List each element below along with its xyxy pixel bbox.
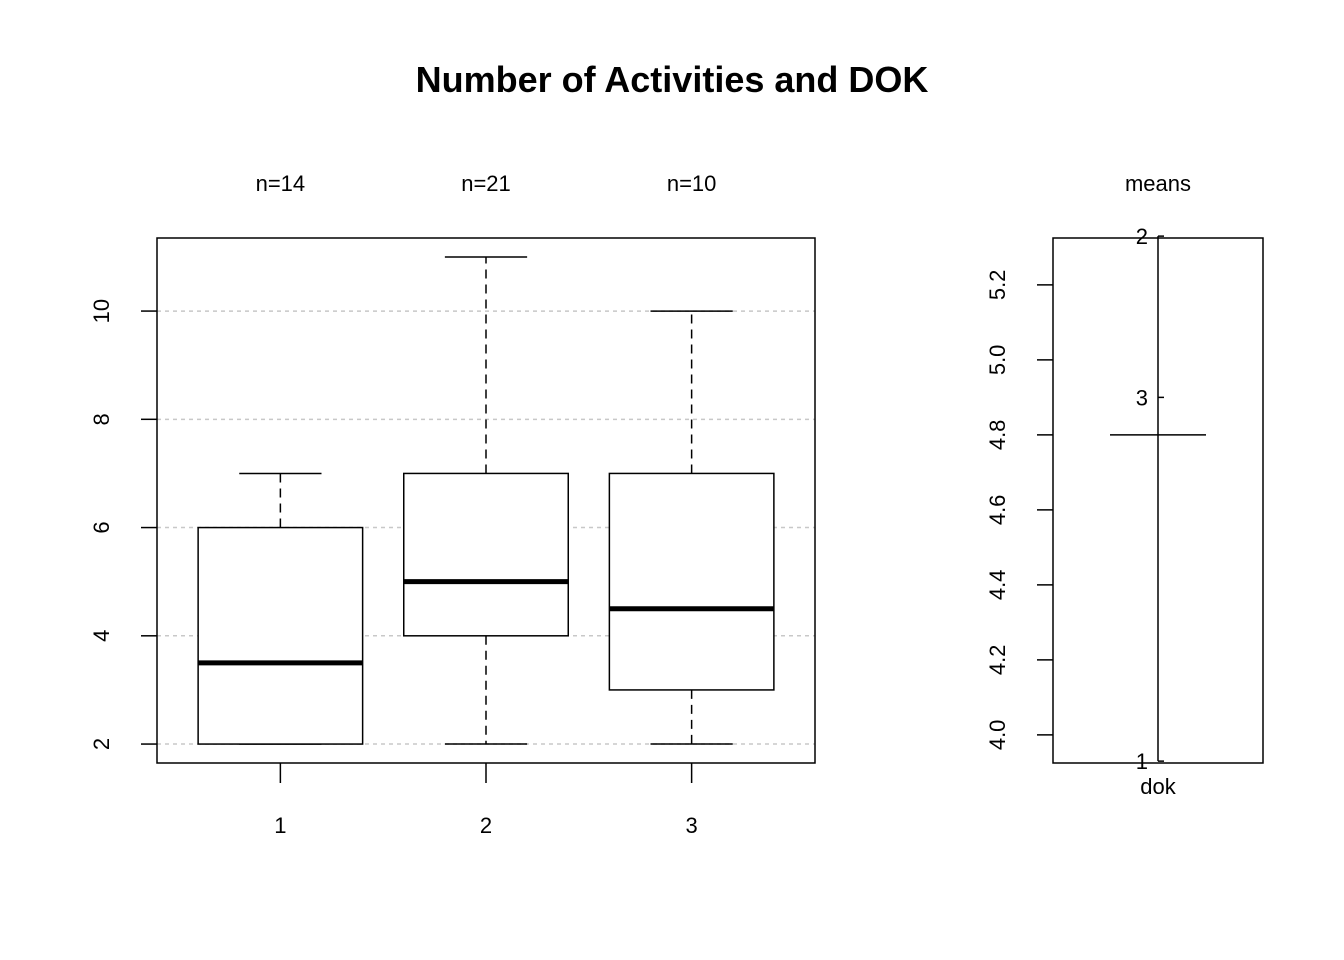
means-y-tick-label: 5.0 <box>985 345 1010 376</box>
means-xlabel: dok <box>1140 774 1176 799</box>
count-label: n=14 <box>256 171 306 196</box>
y-tick-label: 2 <box>89 738 114 750</box>
means-y-axis: 4.0 4.2 4.4 4.6 4.8 5.0 5.2 <box>985 270 1053 751</box>
chart-title: Number of Activities and DOK <box>416 59 929 100</box>
means-y-tick-label: 4.0 <box>985 720 1010 751</box>
y-axis: 2 4 6 8 10 <box>89 299 157 750</box>
y-tick-label: 10 <box>89 299 114 323</box>
y-tick-label: 8 <box>89 413 114 425</box>
means-panel: 4.0 4.2 4.4 4.6 4.8 5.0 5.2 1 2 3 means dok <box>985 171 1264 799</box>
means-marks: 1 2 3 <box>1110 224 1206 774</box>
boxes <box>197 256 775 745</box>
y-tick-label: 4 <box>89 630 114 642</box>
x-tick-label: 2 <box>480 813 492 838</box>
box-iqr <box>608 472 775 691</box>
count-label: n=10 <box>667 171 717 196</box>
group-mean-label: 3 <box>1136 385 1148 410</box>
means-y-tick-label: 4.8 <box>985 420 1010 451</box>
box-iqr <box>197 526 364 745</box>
count-label: n=21 <box>461 171 511 196</box>
box-iqr <box>403 472 569 637</box>
means-y-tick-label: 4.2 <box>985 645 1010 676</box>
y-tick-label: 6 <box>89 521 114 533</box>
group-mean-label: 1 <box>1136 749 1148 774</box>
x-tick-label: 1 <box>274 813 286 838</box>
count-labels: n=14 n=21 n=10 <box>256 171 717 196</box>
x-tick-label: 3 <box>686 813 698 838</box>
means-label: means <box>1125 171 1191 196</box>
means-y-tick-label: 5.2 <box>985 270 1010 301</box>
group-mean-label: 2 <box>1136 224 1148 249</box>
means-y-tick-label: 4.4 <box>985 570 1010 601</box>
means-y-tick-label: 4.6 <box>985 495 1010 526</box>
x-axis: 1 2 3 <box>274 763 698 838</box>
